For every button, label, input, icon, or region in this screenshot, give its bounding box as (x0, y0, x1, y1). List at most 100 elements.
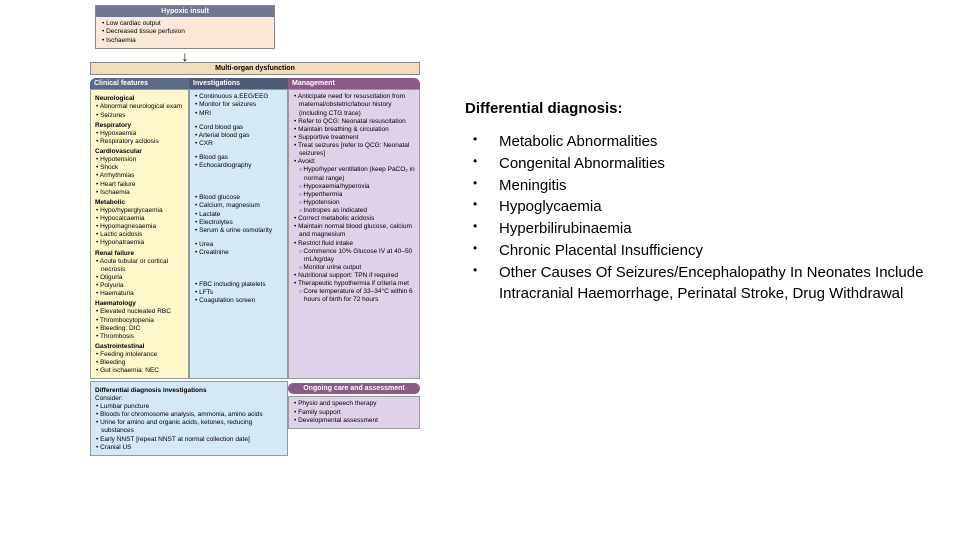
bullet-item: Anticipate need for resuscitation from m… (293, 93, 415, 117)
bullet-item: Haematuria (95, 290, 184, 298)
bullet-item: Heart failure (95, 181, 184, 189)
bullet-item: Treat seizures [refer to QCG: Neonatal s… (293, 142, 415, 158)
bullet-item: Creatinine (194, 249, 283, 257)
bullet-item: Thrombosis (95, 333, 184, 341)
section-heading: Gastrointestinal (95, 343, 184, 351)
bullet-item: Lactic acidosis (95, 231, 184, 239)
hypoxic-body: Low cardiac outputDecreased tissue perfu… (96, 17, 274, 48)
bullet-item: Hypotension (95, 156, 184, 164)
bullet-item: Oliguria (95, 274, 184, 282)
hypoxic-insult-box: Hypoxic insult Low cardiac outputDecreas… (95, 5, 275, 49)
dd-item: Hyperbilirubinaemia (465, 218, 940, 240)
bullet-item: Monitor for seizures (194, 101, 283, 109)
bullet-item: Shock (95, 164, 184, 172)
bullet-item: Thrombocytopenia (95, 317, 184, 325)
diff-inv-item: Lumbar puncture (95, 403, 283, 411)
ongoing-item: Developmental assessment (293, 417, 415, 425)
bullet-item: Abnormal neurological exam (95, 103, 184, 111)
bullet-item: Supportive treatment (293, 134, 415, 142)
bullet-item: Arterial blood gas (194, 132, 283, 140)
bullet-item: Polyuria (95, 282, 184, 290)
bullet-item: Urea (194, 241, 283, 249)
ongoing-care-body: Physio and speech therapyFamily supportD… (288, 396, 420, 428)
bullet-item: CXR (194, 140, 283, 148)
diff-inv-item: Early NNST [repeat NNST at normal collec… (95, 436, 283, 444)
col-header-clinical: Clinical features (90, 78, 189, 89)
bullet-item: Refer to QCG: Neonatal resuscitation (293, 118, 415, 126)
bullet-item: Avoid: (293, 158, 415, 166)
multi-organ-bar: Multi-organ dysfunction (90, 62, 420, 75)
dd-title: Differential diagnosis: (465, 100, 940, 117)
section-heading: Metabolic (95, 199, 184, 207)
bullet-item: Feeding intolerance (95, 351, 184, 359)
section-heading: Cardiovascular (95, 148, 184, 156)
bullet-item: LFTs (194, 289, 283, 297)
sub-bullet-item: Monitor urine output (293, 264, 415, 272)
hypoxic-item: Ischaemia (101, 37, 269, 45)
sub-bullet-item: Commence 10% Glucose IV at 40–50 mL/kg/d… (293, 248, 415, 264)
sub-bullet-item: Hypo/hyper ventilation (keep PaCO₂ in no… (293, 166, 415, 182)
ongoing-item: Family support (293, 409, 415, 417)
bullet-item: Gut ischaemia: NEC (95, 367, 184, 375)
bullet-item: Serum & urine osmolarity (194, 227, 283, 235)
diff-inv-item: Cranial US (95, 444, 283, 452)
differential-diagnosis-panel: Differential diagnosis: Metabolic Abnorm… (455, 0, 960, 540)
bullet-item: Maintain normal blood glucose, calcium a… (293, 223, 415, 239)
bullet-item: Hyponatraemia (95, 239, 184, 247)
bullet-item: Arrhythmias (95, 172, 184, 180)
dd-item: Chronic Placental Insufficiency (465, 240, 940, 262)
bullet-item: FBC including platelets (194, 281, 283, 289)
hypoxic-header: Hypoxic insult (96, 6, 274, 17)
bullet-item: Blood gas (194, 154, 283, 162)
column-headers: Clinical features Investigations Managem… (90, 78, 420, 89)
bullet-item: Hypo/hyperglycaemia (95, 207, 184, 215)
section-heading: Haematology (95, 300, 184, 308)
ongoing-care-header: Ongoing care and assessment (288, 383, 420, 394)
arrow-down-icon: ↓ (180, 51, 190, 61)
bullet-item: Elevated nucleated RBC (95, 308, 184, 316)
flowchart-panel: Hypoxic insult Low cardiac outputDecreas… (0, 0, 455, 540)
dd-item: Meningitis (465, 175, 940, 197)
bullet-item: Seizures (95, 112, 184, 120)
dd-item: Metabolic Abnormalities (465, 131, 940, 153)
ongoing-item: Physio and speech therapy (293, 400, 415, 408)
diff-inv-item: Bloods for chromosome analysis, ammonia,… (95, 411, 283, 419)
bullet-item: Nutritional support: TPN if required (293, 272, 415, 280)
bullet-item: Hypoxaemia (95, 130, 184, 138)
bullet-item: Correct metabolic acidosis (293, 215, 415, 223)
bullet-item: Blood glucose (194, 194, 283, 202)
bullet-item: Ischaemia (95, 189, 184, 197)
bullet-item: Bleeding (95, 359, 184, 367)
bullet-item: Bleeding: DIC (95, 325, 184, 333)
hypoxic-item: Decreased tissue perfusion (101, 28, 269, 36)
section-heading: Respiratory (95, 122, 184, 130)
bullet-item: Cord blood gas (194, 124, 283, 132)
col-header-management: Management (288, 78, 420, 89)
sub-bullet-item: Core temperature of 33–34°C within 6 hou… (293, 288, 415, 304)
bullet-item: Maintain breathing & circulation (293, 126, 415, 134)
bullet-item: Respiratory acidosis (95, 138, 184, 146)
bullet-item: Hypocalcaemia (95, 215, 184, 223)
bullet-item: MRI (194, 110, 283, 118)
section-heading: Neurological (95, 95, 184, 103)
sub-bullet-item: Hypoxaemia/hyperoxia (293, 183, 415, 191)
diff-investigations-box: Differential diagnosis investigations Co… (90, 381, 288, 456)
management-col: Anticipate need for resuscitation from m… (288, 89, 420, 379)
diff-inv-header: Differential diagnosis investigations (95, 387, 283, 395)
dd-item: Other Causes Of Seizures/Encephalopathy … (465, 262, 940, 306)
bullet-item: Echocardiography (194, 162, 283, 170)
dd-item: Hypoglycaemia (465, 196, 940, 218)
bullet-item: Calcium, magnesium (194, 202, 283, 210)
columns-row: NeurologicalAbnormal neurological examSe… (90, 89, 420, 379)
sub-bullet-item: Inotropes as indicated (293, 207, 415, 215)
investigations-col: Continuous a.EEG/EEGMonitor for seizures… (189, 89, 288, 379)
bullet-item: Lactate (194, 211, 283, 219)
col-header-investigations: Investigations (189, 78, 288, 89)
bullet-item: Acute tubular or cortical necrosis (95, 258, 184, 274)
hypoxic-item: Low cardiac output (101, 20, 269, 28)
section-heading: Renal failure (95, 250, 184, 258)
dd-list: Metabolic AbnormalitiesCongenital Abnorm… (465, 131, 940, 305)
bullet-item: Hypomagnesaemia (95, 223, 184, 231)
diff-inv-item: Urine for amino and organic acids, keton… (95, 419, 283, 435)
bullet-item: Restrict fluid intake (293, 240, 415, 248)
